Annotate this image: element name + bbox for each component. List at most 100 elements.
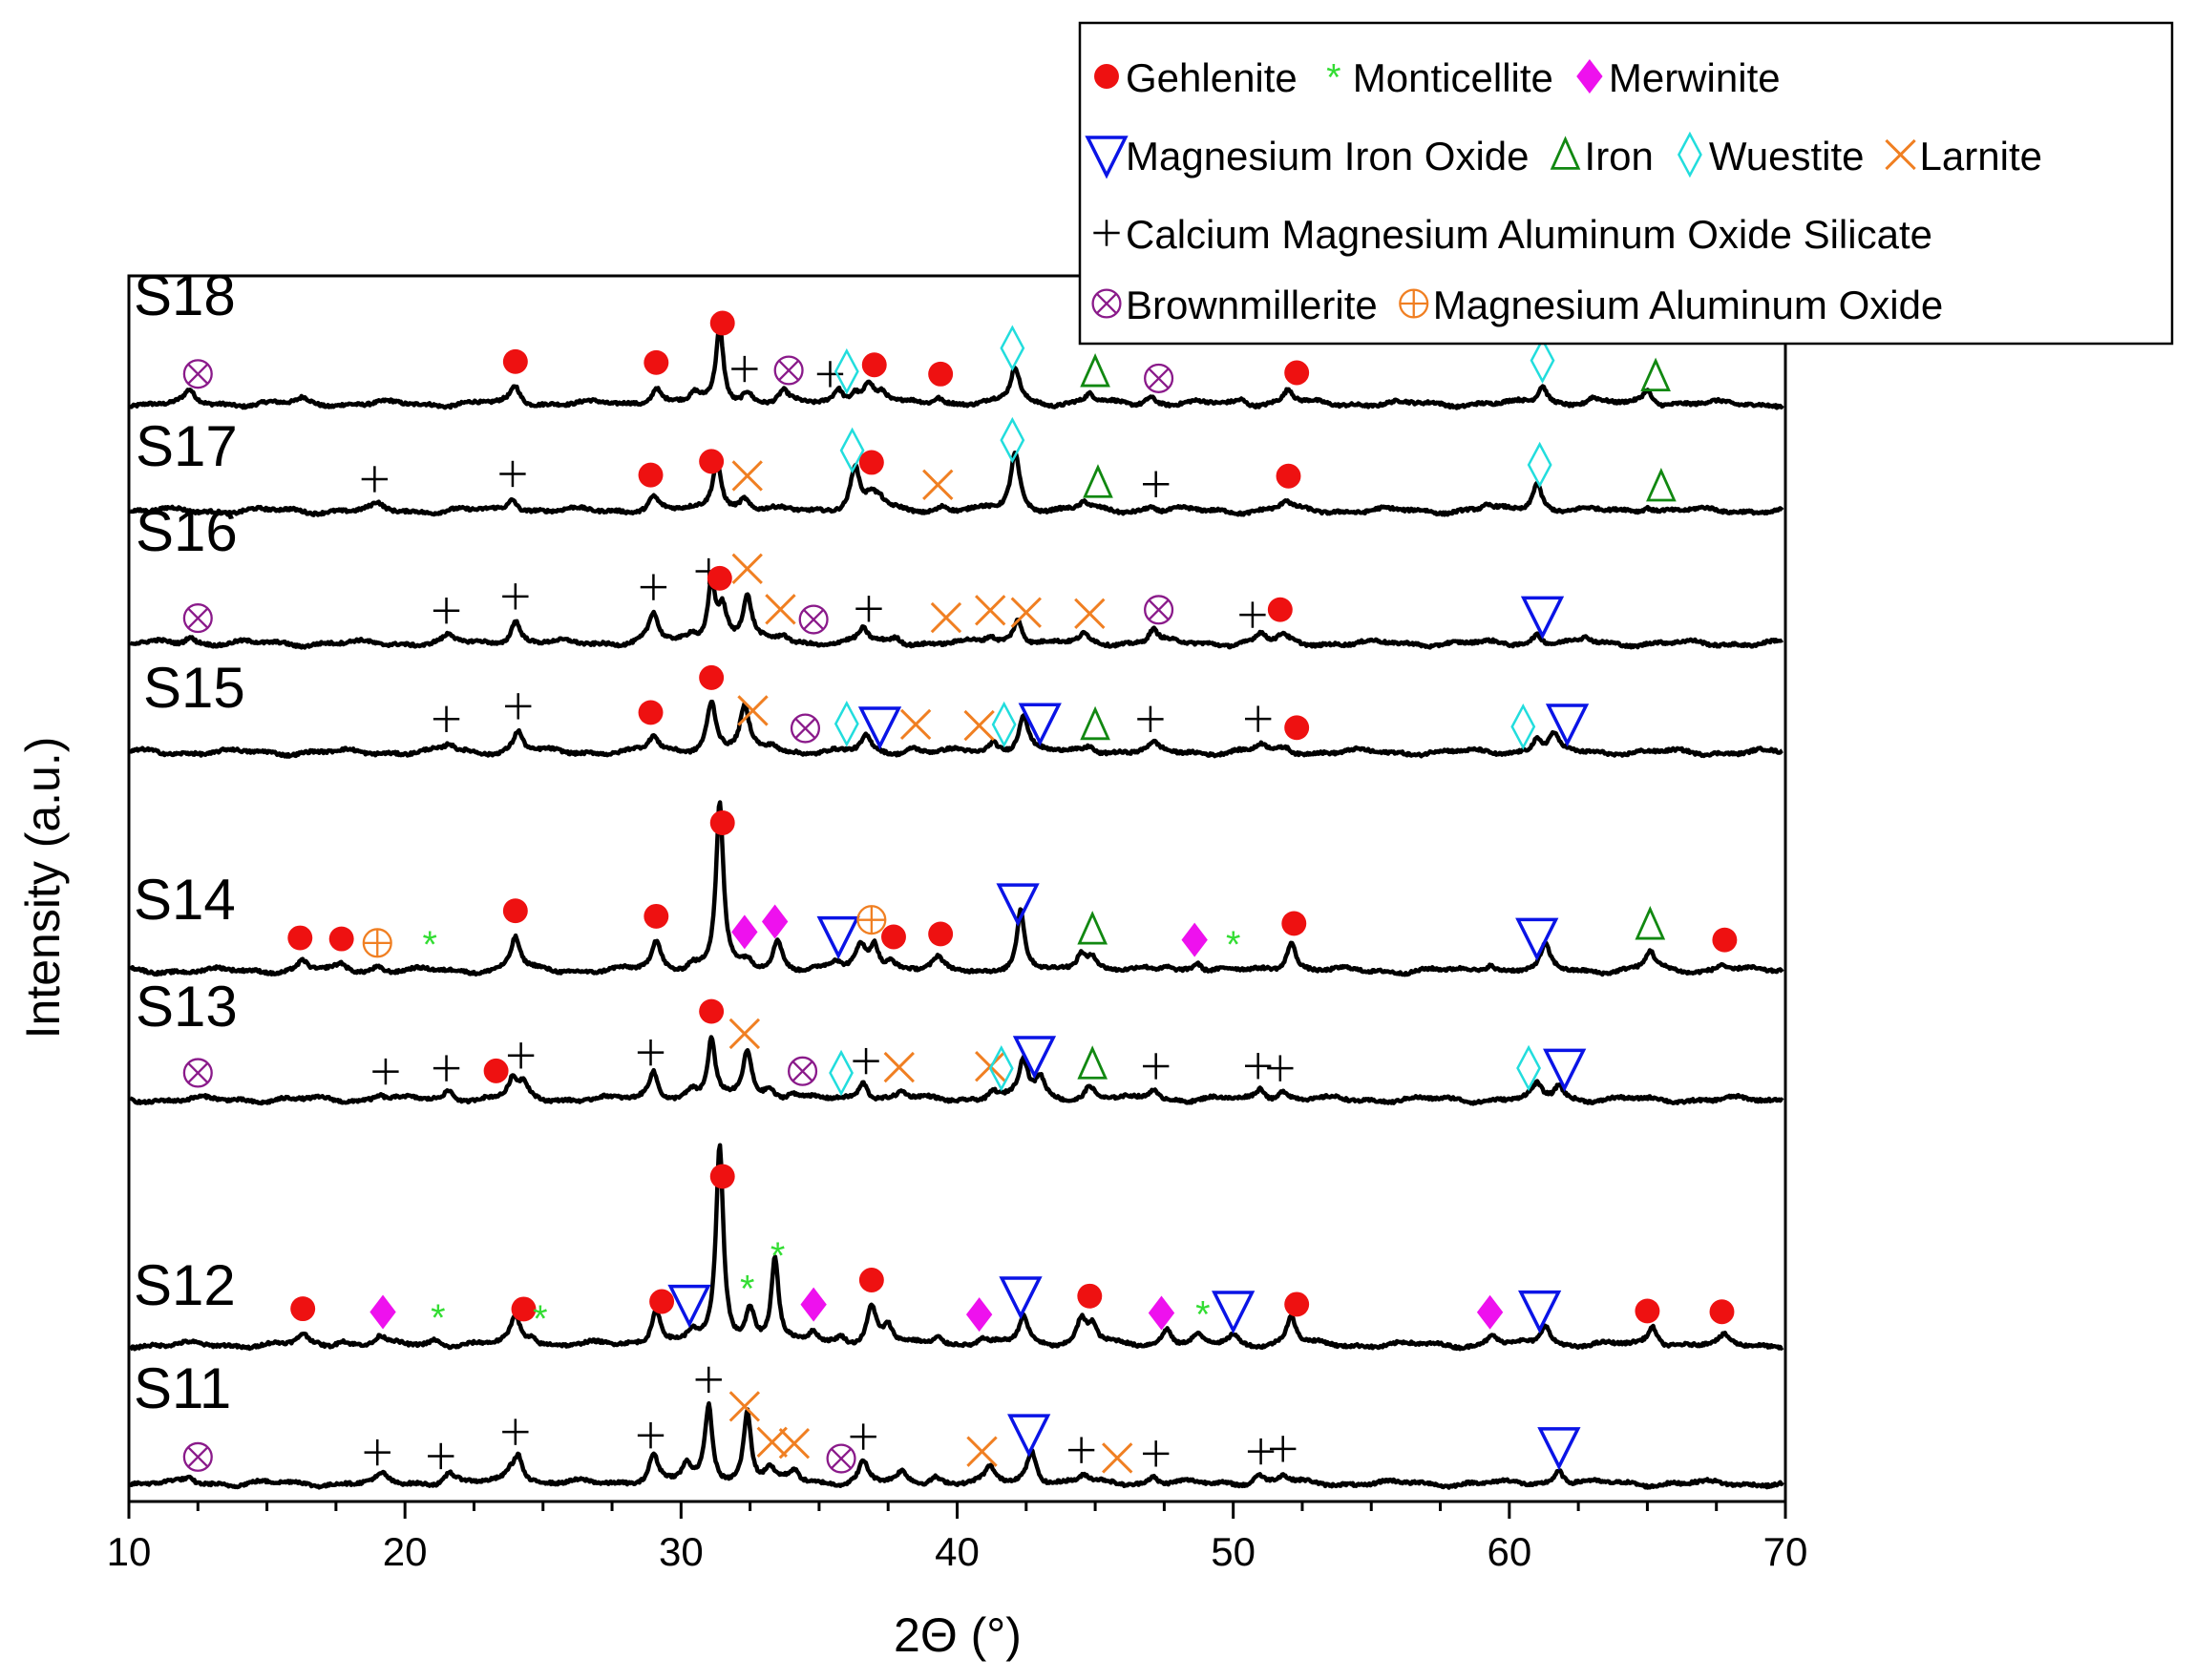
cmaos-marker [1239, 601, 1266, 628]
larnite-marker [922, 469, 954, 501]
iron-marker [1077, 911, 1108, 945]
merwinite-marker [1576, 59, 1603, 94]
merwinite-marker [369, 1294, 396, 1330]
larnite-marker [731, 460, 763, 492]
iron-marker [1550, 136, 1581, 170]
merwinite-marker [1476, 1294, 1504, 1330]
brownmillerite-marker [182, 603, 213, 634]
gehlenite-marker [1284, 360, 1310, 386]
gehlenite-marker [699, 998, 725, 1024]
legend-label-mgalo: Magnesium Aluminum Oxide [1433, 283, 1944, 327]
sample-labels-layer: S18 S17 S16 S15 S14 S13 S12 S11 [134, 263, 245, 1420]
legend-label-larnite: Larnite [1920, 134, 2042, 178]
gehlenite-marker [1635, 1298, 1660, 1324]
larnite-marker [778, 1428, 811, 1460]
cmaos-marker [1245, 705, 1272, 732]
x-tick-label: 30 [659, 1529, 704, 1574]
mgalo-marker [1399, 288, 1429, 319]
cmaos-marker [364, 1438, 390, 1466]
gehlenite-marker [1281, 911, 1307, 936]
mgfeo-marker [1007, 1414, 1051, 1458]
cmaos-marker [433, 705, 460, 732]
gehlenite-marker [709, 310, 735, 336]
gehlenite-marker [1267, 597, 1293, 622]
sample-label-s14: S14 [134, 868, 236, 932]
mgfeo-marker [1212, 1291, 1256, 1334]
mgfeo-marker [1018, 703, 1062, 746]
cmaos-marker [433, 1055, 460, 1082]
gehlenite-marker [699, 449, 725, 474]
trace-s17 [129, 450, 1784, 517]
cmaos-marker [1067, 1437, 1095, 1463]
trace-s12 [129, 1143, 1784, 1352]
mgfeo-marker [1537, 1427, 1581, 1471]
mgfeo-marker [1012, 1036, 1057, 1080]
cmaos-marker [1143, 1440, 1170, 1467]
cmaos-marker [1143, 1053, 1170, 1080]
trace-s18 [129, 324, 1784, 410]
mgfeo-marker [1515, 917, 1559, 961]
mgfeo-marker [857, 706, 902, 750]
gehlenite-marker [287, 925, 313, 951]
sample-label-s12: S12 [134, 1253, 236, 1317]
wuestite-marker [829, 1049, 854, 1097]
monticellite-marker: * [422, 924, 436, 966]
sample-label-s15: S15 [143, 656, 245, 720]
brownmillerite-marker [790, 713, 821, 744]
x-axis: 10 20 30 40 50 60 70 [107, 1502, 1807, 1574]
cmaos-marker [640, 574, 667, 600]
gehlenite-marker [1709, 1299, 1735, 1325]
iron-marker [1635, 906, 1666, 940]
gehlenite-marker [858, 450, 884, 475]
gehlenite-marker [328, 926, 354, 952]
legend-box [1078, 21, 2174, 346]
sample-label-s13: S13 [136, 975, 238, 1039]
cmaos-marker [502, 1418, 529, 1445]
wuestite-marker [988, 1044, 1014, 1092]
mgfeo-marker [1520, 596, 1565, 640]
sample-label-s18: S18 [134, 263, 236, 327]
trace-s15 [129, 699, 1783, 759]
larnite-marker [1074, 598, 1106, 630]
cmaos-marker [505, 693, 532, 720]
merwinite-marker [965, 1297, 993, 1333]
iron-marker [1080, 705, 1110, 741]
gehlenite-marker [483, 1058, 509, 1083]
trace-s11 [128, 1400, 1784, 1490]
wuestite-marker [1527, 441, 1552, 489]
larnite-marker [1010, 597, 1042, 628]
cmaos-marker [502, 583, 529, 610]
gehlenite-marker [638, 462, 664, 488]
larnite-marker [731, 553, 763, 585]
cmaos-marker [1245, 1053, 1272, 1080]
larnite-marker [1102, 1442, 1133, 1474]
cmaos-marker [816, 361, 844, 388]
brownmillerite-marker [788, 1056, 818, 1086]
mgfeo-marker [1085, 136, 1129, 179]
gehlenite-marker [290, 1296, 316, 1322]
mgfeo-marker [667, 1284, 711, 1329]
larnite-marker [728, 1391, 761, 1422]
gehlenite-marker [709, 810, 735, 835]
merwinite-marker [800, 1287, 827, 1322]
brownmillerite-marker [182, 1441, 213, 1472]
mgfeo-marker [1543, 1048, 1587, 1092]
x-tick-label: 50 [1211, 1529, 1256, 1574]
legend-label-gehlenite: Gehlenite [1126, 55, 1298, 100]
iron-marker [1077, 1045, 1108, 1080]
cmaos-marker [731, 355, 758, 383]
legend-label-wuestite: Wuestite [1709, 134, 1865, 178]
gehlenite-marker [649, 1289, 675, 1314]
brownmillerite-marker [182, 1058, 213, 1088]
wuestite-marker [839, 427, 865, 474]
larnite-marker [1885, 138, 1916, 171]
cmaos-marker [499, 460, 526, 488]
wuestite-marker [1530, 337, 1555, 384]
sample-label-s16: S16 [136, 499, 238, 563]
merwinite-marker [1181, 922, 1208, 957]
cmaos-marker [361, 466, 389, 493]
merwinite-marker [1148, 1295, 1175, 1331]
cmaos-marker [695, 1366, 722, 1394]
x-tick-label: 60 [1487, 1529, 1531, 1574]
traces-layer [128, 324, 1784, 1490]
